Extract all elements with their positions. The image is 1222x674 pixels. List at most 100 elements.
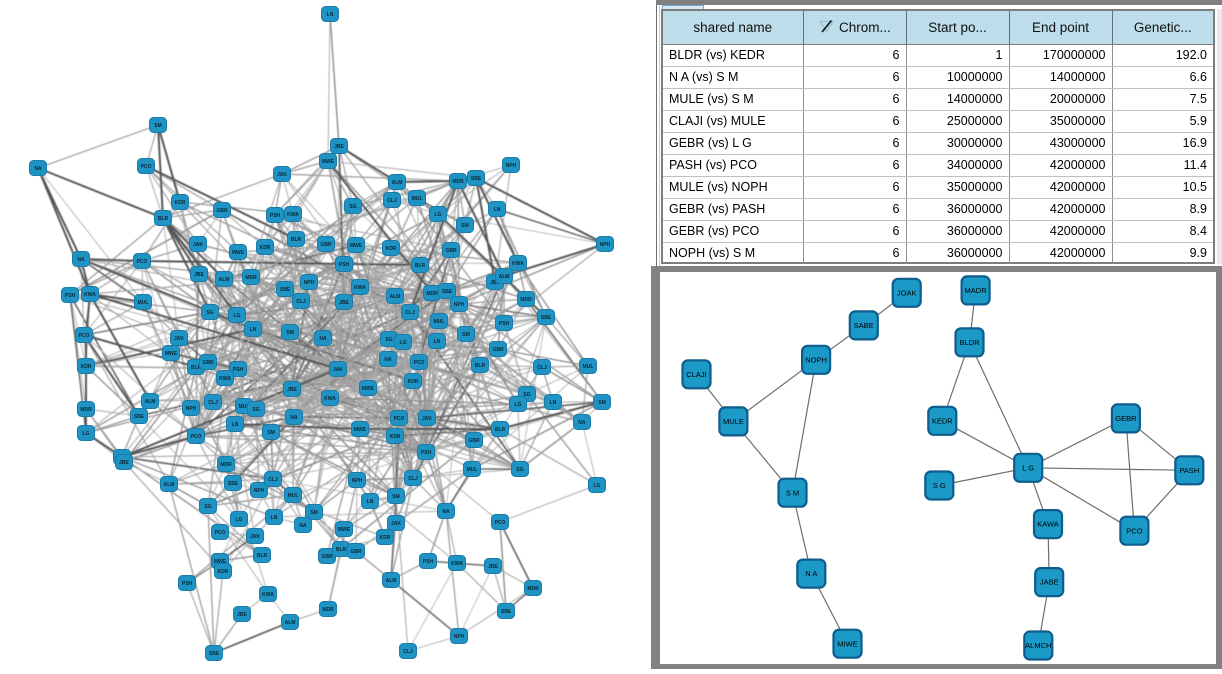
svg-text:KDR: KDR [175,200,186,206]
svg-text:PASH: PASH [1179,466,1199,475]
svg-text:S G: S G [933,481,946,490]
svg-text:BLR: BLR [158,216,169,222]
svg-text:ALM: ALM [386,578,397,584]
svg-text:KWA: KWA [84,292,96,298]
svg-text:MDR: MDR [322,607,334,613]
svg-text:JAK: JAK [250,534,260,540]
svg-text:GBR: GBR [202,360,214,366]
svg-text:NA: NA [34,166,42,172]
svg-text:MDR: MDR [426,291,438,297]
svg-text:MWE: MWE [165,351,178,357]
svg-text:KDR: KDR [386,246,397,252]
svg-text:ALM: ALM [392,180,403,186]
svg-text:CLJ: CLJ [537,365,547,371]
svg-text:LN: LN [494,207,501,213]
svg-text:LG: LG [594,483,601,489]
svg-text:LG: LG [234,313,241,319]
svg-text:CLJ: CLJ [268,477,278,483]
svg-text:PCO: PCO [414,360,425,366]
svg-text:MUL: MUL [583,364,594,370]
svg-text:CLJ: CLJ [405,310,415,316]
svg-text:ALM: ALM [390,294,401,300]
svg-text:NPH: NPH [454,302,465,308]
svg-text:MDR: MDR [527,586,539,592]
svg-text:SBE: SBE [471,176,482,182]
svg-text:MDR: MDR [80,407,92,413]
svg-text:JAK: JAK [174,336,184,342]
svg-text:PCO: PCO [79,333,90,339]
svg-text:NA: NA [442,509,450,515]
svg-text:PSH: PSH [499,321,510,327]
svg-text:S M: S M [786,488,799,497]
svg-text:CLJ: CLJ [408,476,418,482]
svg-text:KDR: KDR [260,245,271,251]
svg-text:KAWA: KAWA [1037,520,1059,529]
svg-text:SBE: SBE [209,651,220,657]
svg-text:LN: LN [327,12,334,18]
svg-text:SG: SG [204,504,211,510]
svg-text:GBR: GBR [468,438,480,444]
svg-text:NPH: NPH [186,406,197,412]
svg-text:KWA: KWA [354,285,366,291]
svg-text:MUL: MUL [288,493,299,499]
svg-text:PCO: PCO [215,530,226,536]
svg-text:MDR: MDR [220,462,232,468]
svg-text:SG: SG [252,407,259,413]
svg-text:BLR: BLR [415,263,426,269]
svg-text:MUL: MUL [434,319,445,325]
svg-text:LG: LG [83,431,90,437]
svg-text:LG: LG [515,402,522,408]
svg-text:LN: LN [434,339,441,345]
svg-text:SG: SG [385,337,392,343]
svg-text:BLR: BLR [475,363,486,369]
svg-text:BLR: BLR [291,237,302,243]
svg-text:MWE: MWE [350,243,363,249]
svg-text:CLJ: CLJ [403,649,413,655]
svg-text:SG: SG [523,392,530,398]
svg-text:NA: NA [578,420,586,426]
svg-text:SM: SM [286,330,294,336]
svg-text:GBR: GBR [492,347,504,353]
svg-text:GBR: GBR [321,554,333,560]
svg-text:JBE: JBE [488,564,498,570]
svg-text:MWE: MWE [232,250,245,256]
svg-text:SBE: SBE [280,287,291,293]
svg-text:ALM: ALM [285,620,296,626]
svg-text:JOAK: JOAK [897,288,917,297]
svg-text:JBE: JBE [490,280,500,286]
svg-text:BLR: BLR [495,427,506,433]
svg-text:ALM: ALM [145,399,156,405]
svg-text:GBR: GBR [350,549,362,555]
svg-text:MDR: MDR [245,275,257,281]
svg-text:NPH: NPH [600,242,611,248]
svg-text:NPH: NPH [506,163,517,169]
svg-text:MDR: MDR [520,297,532,303]
svg-text:GBR: GBR [216,208,228,214]
svg-text:SM: SM [598,400,606,406]
svg-text:MULE: MULE [723,417,744,426]
svg-text:PSH: PSH [233,367,244,373]
svg-text:JAK: JAK [422,416,432,422]
svg-text:LG: LG [236,517,243,523]
svg-text:SBE: SBE [134,414,145,420]
svg-text:JAK: JAK [277,172,287,178]
svg-text:SABE: SABE [854,321,874,330]
svg-text:MUL: MUL [412,196,423,202]
svg-text:NA: NA [299,523,307,529]
svg-text:PCO: PCO [191,434,202,440]
svg-text:SM: SM [462,332,470,338]
svg-text:SM: SM [154,123,162,129]
svg-text:MWE: MWE [362,386,375,392]
svg-text:GBR: GBR [445,248,457,254]
svg-text:BLDR: BLDR [959,338,980,347]
svg-text:KDR: KDR [408,379,419,385]
svg-text:ALM: ALM [164,482,175,488]
svg-text:JAK: JAK [333,367,343,373]
svg-text:MWE: MWE [338,527,351,533]
svg-text:PSH: PSH [339,262,350,268]
svg-text:KDR: KDR [390,434,401,440]
svg-text:KWA: KWA [512,261,524,267]
svg-text:KWA: KWA [451,561,463,567]
svg-text:PCO: PCO [495,520,506,526]
svg-text:SBE: SBE [442,289,453,295]
